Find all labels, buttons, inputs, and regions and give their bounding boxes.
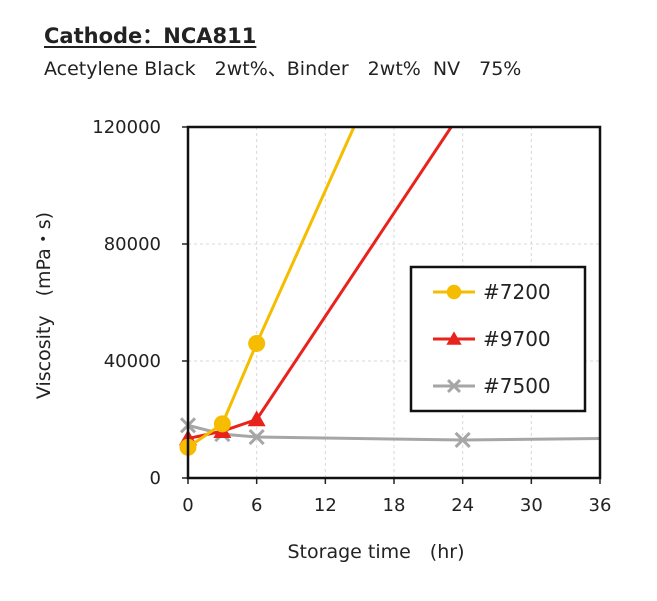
y-axis-title: Viscosity (mPa・s) — [33, 212, 55, 399]
y-tick-label: 80000 — [104, 234, 161, 255]
legend-item: #9700 — [433, 327, 551, 351]
data-point-marker — [248, 334, 266, 352]
axis-layer: 0 6 12 18 24 30 36 0 40000 80000 120000 Storage tim… — [33, 117, 611, 563]
plot-border — [186, 125, 602, 480]
chart-title: Cathode：NCA811 — [44, 24, 257, 48]
plot-frame — [186, 125, 602, 480]
legend-marker — [446, 284, 462, 300]
legend-marker — [446, 331, 462, 345]
legend-label: #9700 — [483, 327, 551, 351]
x-tick-label: 6 — [251, 495, 262, 516]
legend-label: #7500 — [483, 374, 551, 398]
x-tick-label: 24 — [451, 495, 474, 516]
x-axis-title: Storage time (hr) — [288, 541, 465, 563]
data-point-marker — [454, 431, 471, 449]
x-tick-label: 36 — [589, 495, 612, 516]
y-tick-label: 0 — [150, 468, 161, 489]
y-tick-label: 120000 — [92, 117, 161, 138]
data-point-marker — [213, 415, 231, 433]
data-point-marker — [247, 410, 266, 427]
chart-subtitle: Acetylene Black 2wt%、Binder 2wt% NV 75% — [44, 58, 522, 80]
x-tick-label: 12 — [314, 495, 337, 516]
x-tick-label: 30 — [520, 495, 543, 516]
x-marker-stroke — [454, 431, 471, 449]
x-marker-stroke — [248, 428, 265, 446]
legend: #7200 #9700 #7500 — [409, 265, 587, 413]
x-marker-stroke — [446, 378, 462, 394]
x-tick-label: 0 — [182, 495, 193, 516]
legend-item: #7500 — [433, 374, 551, 398]
series-line — [188, 127, 356, 449]
x-tick-label: 18 — [383, 495, 406, 516]
y-tick-label: 40000 — [104, 351, 161, 372]
legend-marker — [446, 378, 462, 394]
legend-item: #7200 — [433, 280, 551, 304]
data-point-marker — [248, 428, 265, 446]
chart-header: Cathode：NCA811 Acetylene Black 2wt%、Bind… — [44, 20, 521, 81]
legend-label: #7200 — [483, 280, 551, 304]
